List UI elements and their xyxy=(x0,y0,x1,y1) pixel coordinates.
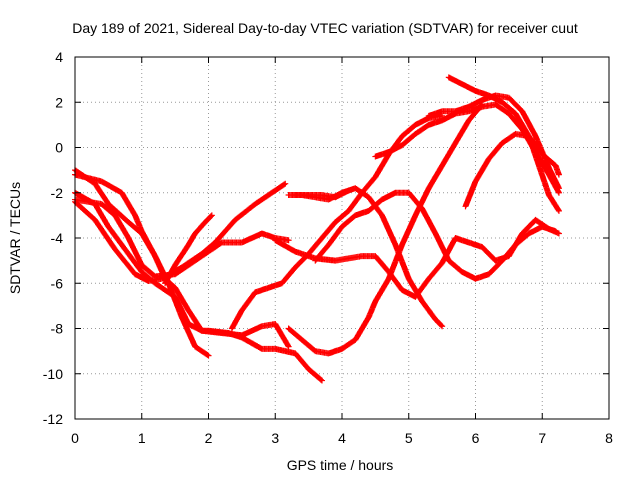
data-markers xyxy=(285,101,486,357)
x-tick-label: 5 xyxy=(405,430,413,446)
x-tick-label: 0 xyxy=(71,430,79,446)
y-tick-label: 2 xyxy=(55,94,63,110)
axis-ticks: 0 1 2 3 4 5 6 7 8 -12 -10 -8 -6 -4 -2 0 2 4 xyxy=(43,49,613,446)
x-tick-label: 8 xyxy=(605,430,613,446)
x-tick-label: 7 xyxy=(538,430,546,446)
data-series xyxy=(72,74,562,384)
y-tick-label: 0 xyxy=(55,140,63,156)
x-tick-label: 1 xyxy=(138,430,146,446)
data-markers xyxy=(272,216,562,300)
series-track-13 xyxy=(312,189,559,282)
y-tick-label: -8 xyxy=(51,321,64,337)
series-track-16 xyxy=(292,187,352,201)
series-track-10 xyxy=(285,101,486,357)
data-markers xyxy=(462,130,562,214)
series-track-15 xyxy=(462,130,562,214)
data-markers xyxy=(292,187,352,201)
y-axis-label: SDTVAR / TECUs xyxy=(7,182,23,294)
x-tick-label: 6 xyxy=(472,430,480,446)
y-tick-label: -2 xyxy=(51,185,64,201)
y-tick-label: -10 xyxy=(43,366,63,382)
series-track-4 xyxy=(72,189,325,384)
y-tick-label: 4 xyxy=(55,49,63,65)
x-axis-label: GPS time / hours xyxy=(287,457,394,473)
grid-lines xyxy=(75,57,609,419)
y-tick-label: -12 xyxy=(43,411,63,427)
data-markers xyxy=(72,189,325,384)
chart-title: Day 189 of 2021, Sidereal Day-to-day VTE… xyxy=(72,20,578,36)
y-tick-label: -6 xyxy=(51,275,64,291)
series-track-11 xyxy=(272,216,562,300)
x-tick-label: 3 xyxy=(271,430,279,446)
y-tick-label: -4 xyxy=(51,230,64,246)
x-tick-label: 4 xyxy=(338,430,346,446)
data-markers xyxy=(312,189,559,282)
x-tick-label: 2 xyxy=(205,430,213,446)
